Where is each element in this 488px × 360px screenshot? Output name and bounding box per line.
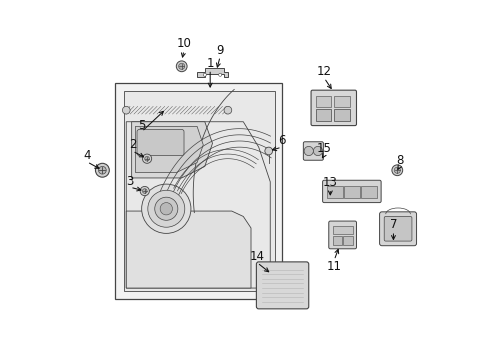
Polygon shape [131, 122, 212, 178]
Bar [315, 109, 330, 121]
Circle shape [304, 147, 313, 156]
Bar [332, 236, 341, 245]
Text: 14: 14 [249, 250, 264, 263]
Circle shape [142, 154, 151, 163]
Text: 8: 8 [395, 154, 403, 167]
FancyBboxPatch shape [256, 262, 308, 309]
Text: 9: 9 [216, 44, 224, 57]
Circle shape [142, 184, 190, 233]
Text: 5: 5 [138, 119, 145, 132]
Circle shape [264, 147, 272, 155]
FancyBboxPatch shape [303, 142, 323, 160]
Polygon shape [135, 126, 203, 172]
Circle shape [99, 166, 106, 174]
Bar [115, 83, 281, 299]
Text: 4: 4 [83, 149, 91, 162]
FancyBboxPatch shape [384, 216, 411, 241]
Circle shape [154, 197, 178, 220]
Bar [333, 96, 349, 107]
FancyBboxPatch shape [310, 90, 356, 126]
Text: 11: 11 [326, 260, 341, 273]
Circle shape [393, 167, 400, 173]
Text: 13: 13 [322, 176, 337, 189]
Polygon shape [126, 211, 250, 288]
Bar [123, 91, 274, 291]
Text: 3: 3 [126, 175, 134, 188]
Text: 2: 2 [128, 138, 136, 151]
Circle shape [176, 61, 187, 72]
Circle shape [313, 147, 322, 156]
Circle shape [142, 189, 147, 193]
Circle shape [224, 106, 231, 114]
FancyBboxPatch shape [322, 180, 380, 203]
Circle shape [95, 163, 109, 177]
Circle shape [178, 63, 184, 69]
FancyBboxPatch shape [137, 130, 183, 156]
Circle shape [391, 165, 402, 176]
Circle shape [218, 73, 221, 76]
Circle shape [203, 73, 206, 76]
Text: 6: 6 [278, 135, 285, 148]
Circle shape [160, 203, 172, 215]
Text: 12: 12 [316, 65, 331, 78]
Text: 1: 1 [206, 57, 214, 70]
FancyBboxPatch shape [328, 221, 356, 249]
Polygon shape [126, 122, 270, 288]
Circle shape [122, 106, 130, 114]
Text: 15: 15 [316, 142, 331, 155]
Polygon shape [197, 68, 227, 77]
Bar [315, 96, 330, 107]
Circle shape [147, 190, 184, 227]
FancyBboxPatch shape [379, 212, 416, 246]
Text: 7: 7 [389, 219, 396, 231]
Bar [332, 226, 352, 234]
Bar [344, 186, 359, 198]
Bar [360, 186, 376, 198]
Bar [126, 106, 227, 114]
Bar [343, 236, 352, 245]
Circle shape [140, 186, 149, 196]
Circle shape [144, 156, 149, 161]
Bar [326, 186, 342, 198]
Bar [333, 109, 349, 121]
Text: 10: 10 [176, 37, 191, 50]
